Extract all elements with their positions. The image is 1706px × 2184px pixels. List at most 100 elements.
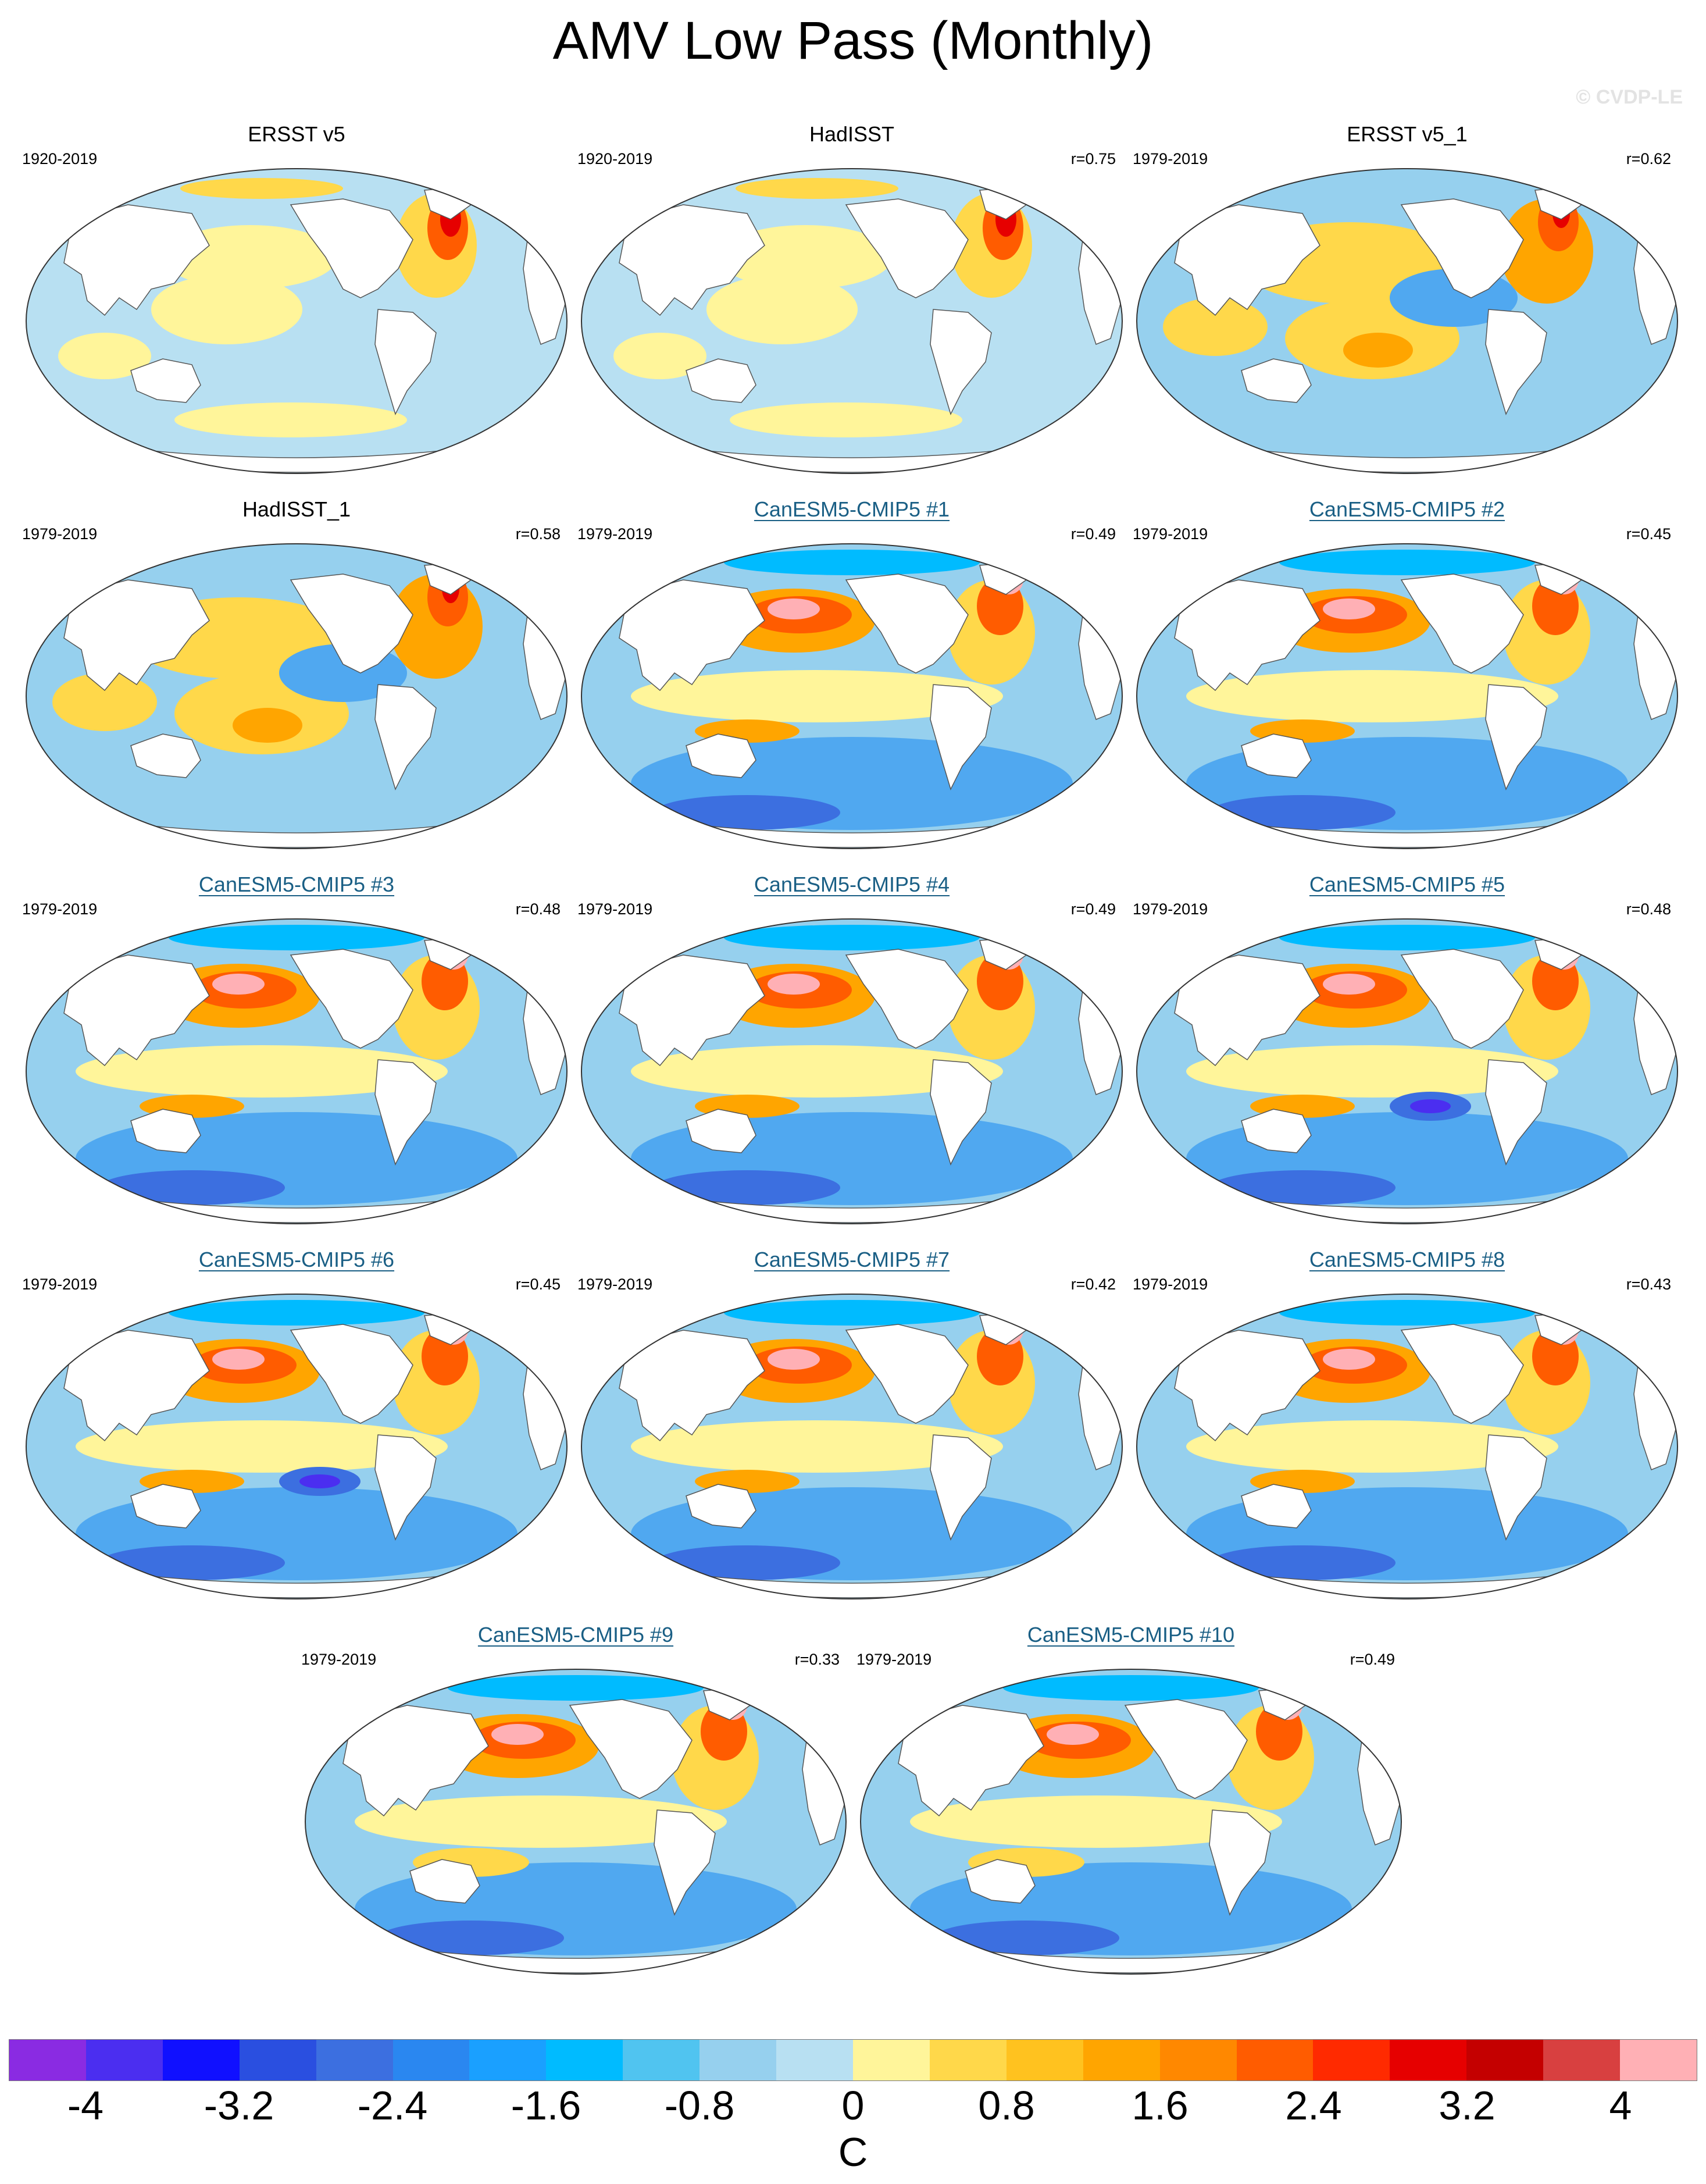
panel-correlation: r=0.49 [1350,1651,1395,1668]
land-southAmerica [374,309,437,416]
land-northAmerica [1400,198,1524,298]
colorbar-cell [1236,2040,1314,2080]
land-southAmerica [654,1809,716,1916]
panel-correlation: r=0.42 [1070,1276,1116,1293]
panel-title: ERSST v5_1 [1347,122,1468,146]
land-northAmerica [845,198,969,298]
colorbar-tick-label: -4 [67,2083,104,2128]
panel-title: HadISST [809,122,895,146]
panel-title: ERSST v5 [248,122,345,146]
colorbar-cell [1543,2040,1621,2080]
land-australia [130,358,201,403]
colorbar-tick-label: 2.4 [1285,2083,1342,2128]
land-northAmerica [845,949,969,1049]
colorbar-cell [85,2040,163,2080]
sst-map [26,543,568,849]
sst-anomaly-region [631,1420,1003,1473]
map-panel: HadISST 1920-2019 r=0.75 [573,122,1131,483]
panel-title: CanESM5-CMIP5 #9 [477,1623,674,1647]
land-asia [1174,204,1320,316]
map-border [1136,168,1678,474]
sst-anomaly-region [233,708,302,743]
land-australia [1241,1109,1312,1153]
sst-map [26,168,568,474]
sst-anomaly-region [768,974,820,995]
land-asia [63,954,210,1067]
map-border [26,1294,568,1599]
land-australia [409,1859,480,1904]
land-northAmerica [290,573,413,674]
panel-title: CanESM5-CMIP5 #1 [754,497,950,521]
land-asia [898,1705,1044,1817]
panel-period: 1979-2019 [577,1276,653,1293]
sst-anomaly-region [1186,1045,1558,1098]
figure-title: AMV Low Pass (Monthly) [552,11,1154,70]
sst-anomaly-region [355,1795,727,1848]
land-australia [130,733,201,778]
map-border [1136,543,1678,849]
colorbar-cell [1313,2040,1390,2080]
map-panel: CanESM5-CMIP5 #7 1979-2019 r=0.42 [573,1248,1131,1608]
sst-anomaly-region [1256,420,1558,455]
land-northAmerica [845,1324,969,1424]
colorbar-ticks: -4 -3.2 -2.4 -1.6 -0.8 0 0.8 1.6 2.4 3.2 4 [9,2082,1697,2135]
land-australia [1241,733,1312,778]
map-border [26,543,568,849]
sst-map [581,918,1123,1224]
land-southAmerica [1485,684,1547,791]
sst-anomaly-region [58,333,151,379]
colorbar-cell [162,2040,240,2080]
panel-period: 1979-2019 [856,1651,932,1668]
colorbar-cell [929,2040,1007,2080]
sst-anomaly-region [730,402,962,437]
panel-period: 1979-2019 [22,525,98,543]
land-australia [686,733,756,778]
land-australia [965,1859,1036,1904]
map-border [305,1669,847,1975]
map-panel: CanESM5-CMIP5 #8 1979-2019 r=0.43 [1128,1248,1686,1608]
sst-anomaly-region [736,178,898,199]
sst-anomaly-region [724,925,980,950]
panel-title: CanESM5-CMIP5 #6 [198,1248,395,1271]
sst-anomaly-region [654,795,840,830]
colorbar-cell [1006,2040,1083,2080]
panel-period: 1920-2019 [22,150,98,168]
sst-anomaly-region [1163,298,1268,356]
sst-anomaly-region [724,1300,980,1326]
sst-map [1136,918,1678,1224]
panel-period: 1979-2019 [577,900,653,918]
map-panel: CanESM5-CMIP5 #4 1979-2019 r=0.49 [573,872,1131,1233]
colorbar-tick-label: 0 [841,2083,865,2128]
land-northAmerica [290,949,413,1049]
map-border [26,168,568,474]
sst-anomaly-region [212,1349,265,1370]
land-southAmerica [1485,1059,1547,1166]
map-border [1136,1294,1678,1599]
map-panel: CanESM5-CMIP5 #9 1979-2019 r=0.33 [297,1623,855,1983]
sst-map [26,918,568,1224]
sst-anomaly-region [378,1921,564,1955]
colorbar-cell [1390,2040,1467,2080]
land-australia [686,1109,756,1153]
sst-map [1136,1294,1678,1599]
panel-title: CanESM5-CMIP5 #4 [754,872,950,896]
map-border [26,918,568,1224]
colorbar-cell [776,2040,853,2080]
watermark: © CVDP-LE [1576,86,1683,108]
colorbar [9,2039,1697,2081]
sst-anomaly-region [910,1795,1282,1848]
colorbar-cell [546,2040,623,2080]
panel-correlation: r=0.48 [515,900,561,918]
land-southAmerica [930,684,992,791]
sst-anomaly-region [933,1921,1119,1955]
land-australia [686,1484,756,1529]
sst-map [860,1669,1402,1975]
land-southAmerica [930,1059,992,1166]
land-southAmerica [1209,1809,1271,1916]
sst-anomaly-region [151,275,302,344]
sst-anomaly-region [1209,1170,1396,1205]
sst-anomaly-region [1279,925,1535,950]
colorbar-cell [469,2040,547,2080]
panel-correlation: r=0.62 [1626,150,1671,168]
land-southAmerica [930,309,992,416]
